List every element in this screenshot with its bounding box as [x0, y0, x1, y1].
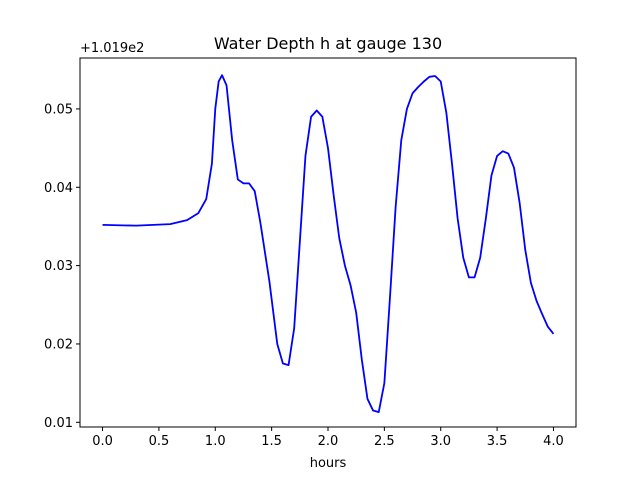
x-tick-label: 2.5	[374, 434, 395, 449]
x-tick-label: 1.0	[205, 434, 226, 449]
x-tick-label: 2.0	[318, 434, 339, 449]
y-offset-label: +1.019e2	[80, 41, 144, 56]
y-tick-label: 0.03	[44, 259, 73, 274]
x-tick-label: 4.0	[543, 434, 564, 449]
series-line-0	[102, 74, 555, 414]
x-axis-label: hours	[310, 456, 347, 471]
y-tick-label: 0.05	[44, 102, 73, 117]
y-tick-label: 0.04	[44, 181, 73, 196]
x-tick-label: 0.5	[149, 434, 170, 449]
x-tick-label: 1.5	[261, 434, 282, 449]
chart-title: Water Depth h at gauge 130	[214, 34, 442, 53]
y-tick-label: 0.01	[44, 416, 73, 431]
x-tick-label: 3.5	[487, 434, 508, 449]
x-tick-label: 3.0	[430, 434, 451, 449]
y-tick-label: 0.02	[44, 337, 73, 352]
x-tick-label: 0.0	[92, 434, 113, 449]
plot-area: 0.0 0.5 1.0 1.5 2.0 2.5 3.0 3.5 4.0 0.01 0.02 0.03 0…	[44, 57, 577, 449]
